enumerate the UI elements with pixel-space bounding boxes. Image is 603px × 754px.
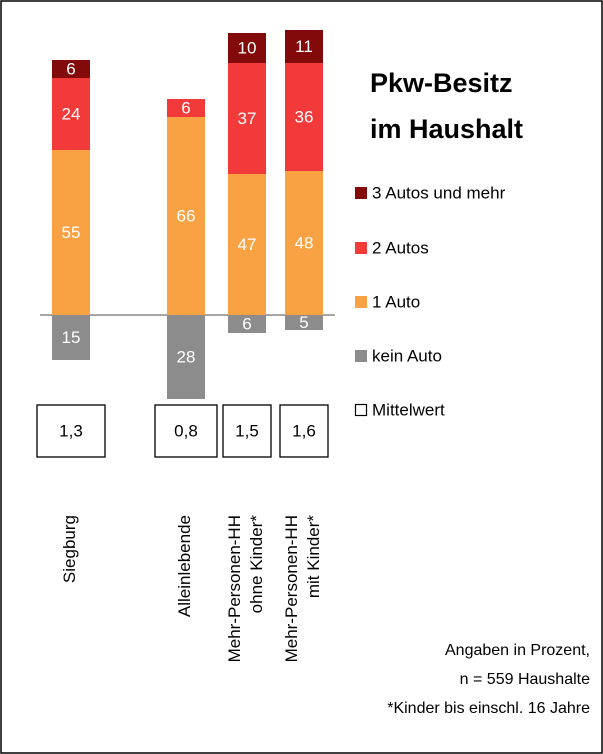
legend-label: 3 Autos und mehr (372, 183, 506, 202)
data-label: 5 (299, 313, 308, 332)
bar-segment (52, 150, 90, 315)
mean-box (36, 404, 106, 458)
legend-swatch (355, 296, 367, 308)
bar-segment (228, 33, 266, 63)
bar-segment (285, 171, 323, 315)
category-line: Siegburg (60, 515, 79, 583)
category-line: Alleinlebende (175, 515, 194, 617)
data-label: 24 (62, 104, 81, 123)
legend-label: kein Auto (372, 346, 442, 365)
bar-segment (167, 99, 205, 117)
data-label: 10 (238, 38, 257, 57)
mean-box (279, 404, 329, 458)
bar-segment (52, 78, 90, 150)
chart-title: Pkw-Besitz (370, 68, 513, 98)
data-label: 47 (238, 235, 257, 254)
data-label: 6 (181, 98, 190, 117)
bar-segment (167, 117, 205, 315)
bar-segment (167, 315, 205, 399)
legend-label: 1 Auto (372, 292, 420, 311)
mean-label: 1,5 (235, 421, 259, 440)
category-line: mit Kinder* (304, 515, 323, 599)
category-line: Mehr-Personen-HH (282, 515, 301, 662)
mean-box (222, 404, 272, 458)
mean-label: 0,8 (174, 421, 198, 440)
bar-segment (285, 315, 323, 330)
data-label: 6 (242, 314, 251, 333)
mean-label: 1,6 (292, 421, 316, 440)
category-label: Mehr-Personen-HH ohne Kinder* (225, 515, 266, 663)
legend-label: 2 Autos (372, 238, 429, 257)
category-label: Siegburg (60, 515, 79, 583)
note: Angaben in Prozent, (445, 642, 590, 659)
legend-swatch (354, 403, 368, 417)
data-label: 36 (295, 107, 314, 126)
data-label: 11 (295, 37, 313, 56)
data-label: 66 (177, 206, 196, 225)
category-line: ohne Kinder* (247, 515, 266, 614)
bar-segment (52, 315, 90, 360)
data-label: 28 (177, 347, 196, 366)
data-label: 6 (66, 59, 75, 78)
note: *Kinder bis einschl. 16 Jahre (387, 700, 590, 717)
bar-segment (52, 60, 90, 78)
category-label: Alleinlebende (175, 515, 194, 617)
bar-segment (228, 315, 266, 333)
bar-segment (285, 63, 323, 171)
bar-segment (228, 174, 266, 315)
mean-label: 1,3 (59, 421, 83, 440)
data-label: 48 (295, 233, 314, 252)
legend-swatch (355, 350, 367, 362)
category-line: Mehr-Personen-HH (225, 515, 244, 662)
legend-swatch (355, 187, 367, 199)
bar-segment (228, 63, 266, 174)
legend-swatch (355, 242, 367, 254)
data-label: 55 (62, 223, 81, 242)
bar-segment (285, 30, 323, 63)
mean-box (154, 404, 218, 458)
data-label: 37 (238, 109, 257, 128)
category-label: Mehr-Personen-HH mit Kinder* (282, 515, 323, 663)
chart-title: im Haushalt (370, 114, 523, 144)
legend-label: Mittelwert (372, 400, 445, 419)
data-label: 15 (62, 328, 81, 347)
note: n = 559 Haushalte (460, 671, 590, 688)
